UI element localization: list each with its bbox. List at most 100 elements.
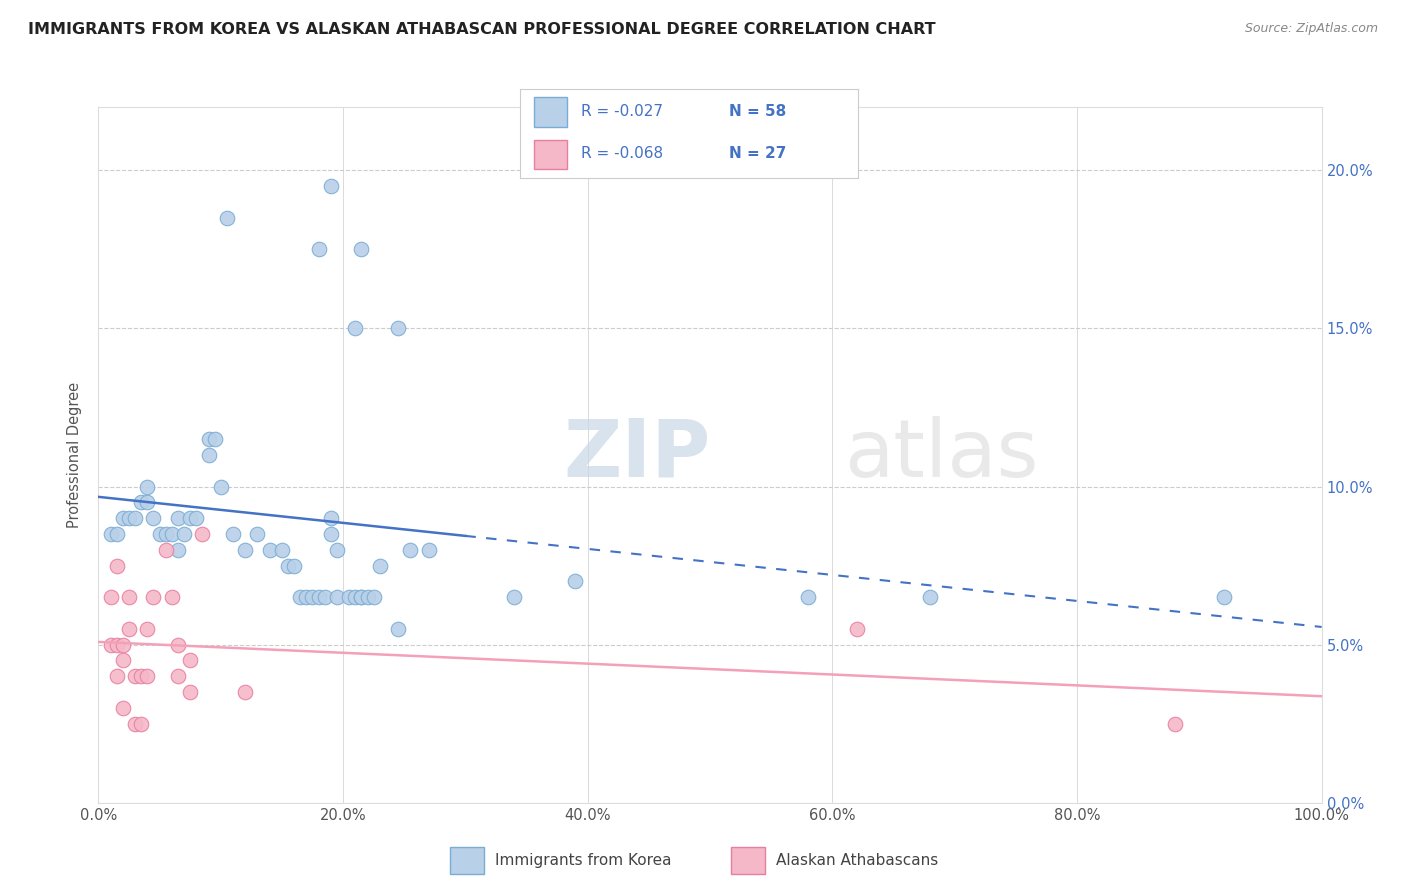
Point (136, 622, 159, 636)
Point (167, 511, 190, 525)
Text: R = -0.068: R = -0.068 (581, 146, 664, 161)
Point (797, 591, 820, 605)
Text: N = 27: N = 27 (730, 146, 787, 161)
Point (167, 669, 190, 683)
Point (350, 591, 373, 605)
Point (344, 591, 367, 605)
Point (319, 179, 342, 194)
Point (564, 574, 586, 589)
Point (246, 527, 269, 541)
Point (118, 591, 141, 605)
Point (155, 527, 177, 541)
Point (136, 479, 159, 493)
Point (105, 527, 128, 541)
Point (350, 591, 373, 605)
Point (124, 716, 146, 731)
Point (233, 685, 256, 699)
Text: R = -0.027: R = -0.027 (581, 104, 664, 119)
Point (326, 542, 349, 557)
Point (418, 542, 440, 557)
Point (142, 511, 165, 525)
Point (111, 653, 134, 667)
Point (111, 701, 134, 715)
Point (105, 669, 128, 683)
Point (100, 527, 122, 541)
Point (111, 638, 134, 652)
Point (209, 479, 232, 493)
Point (283, 558, 305, 573)
Point (270, 542, 294, 557)
Point (160, 591, 183, 605)
Point (399, 542, 422, 557)
Point (136, 495, 159, 509)
Point (295, 591, 318, 605)
Point (186, 511, 208, 525)
Point (308, 243, 330, 257)
Point (155, 542, 177, 557)
Point (191, 527, 214, 541)
Point (136, 669, 159, 683)
Point (337, 591, 360, 605)
Point (215, 211, 238, 225)
Point (356, 591, 378, 605)
Point (277, 558, 299, 573)
Point (308, 591, 330, 605)
Point (319, 511, 342, 525)
FancyBboxPatch shape (731, 847, 765, 874)
Point (118, 622, 141, 636)
Text: Alaskan Athabascans: Alaskan Athabascans (776, 854, 938, 868)
Point (363, 591, 385, 605)
Text: IMMIGRANTS FROM KOREA VS ALASKAN ATHABASCAN PROFESSIONAL DEGREE CORRELATION CHAR: IMMIGRANTS FROM KOREA VS ALASKAN ATHABAS… (28, 22, 936, 37)
Point (290, 591, 312, 605)
Point (326, 591, 349, 605)
Point (1164, 716, 1187, 731)
Text: Immigrants from Korea: Immigrants from Korea (495, 854, 672, 868)
Point (179, 511, 201, 525)
Point (503, 591, 526, 605)
Point (124, 511, 146, 525)
Point (197, 432, 219, 446)
Point (100, 591, 122, 605)
Point (149, 527, 172, 541)
Text: atlas: atlas (845, 416, 1039, 494)
Point (920, 591, 942, 605)
Point (222, 527, 245, 541)
Point (350, 243, 373, 257)
Point (105, 638, 128, 652)
Point (124, 669, 146, 683)
Point (314, 591, 336, 605)
FancyBboxPatch shape (534, 97, 568, 127)
Point (167, 638, 190, 652)
Point (160, 527, 183, 541)
Point (105, 558, 128, 573)
Point (129, 495, 152, 509)
Point (167, 542, 190, 557)
FancyBboxPatch shape (534, 140, 568, 169)
Point (129, 716, 152, 731)
Point (179, 685, 201, 699)
FancyBboxPatch shape (450, 847, 484, 874)
Point (142, 591, 165, 605)
Point (129, 669, 152, 683)
Point (368, 558, 391, 573)
Point (111, 511, 134, 525)
Point (259, 542, 281, 557)
Point (233, 542, 256, 557)
Point (204, 432, 226, 446)
Point (197, 448, 219, 462)
Point (118, 511, 141, 525)
Point (344, 321, 367, 335)
Point (387, 321, 409, 335)
Point (1212, 591, 1234, 605)
Text: ZIP: ZIP (564, 416, 710, 494)
Text: Source: ZipAtlas.com: Source: ZipAtlas.com (1244, 22, 1378, 36)
Point (173, 527, 195, 541)
Point (319, 527, 342, 541)
Point (387, 622, 409, 636)
Point (845, 622, 868, 636)
Text: N = 58: N = 58 (730, 104, 787, 119)
Point (301, 591, 323, 605)
Point (100, 638, 122, 652)
Point (179, 653, 201, 667)
Y-axis label: Professional Degree: Professional Degree (67, 382, 83, 528)
